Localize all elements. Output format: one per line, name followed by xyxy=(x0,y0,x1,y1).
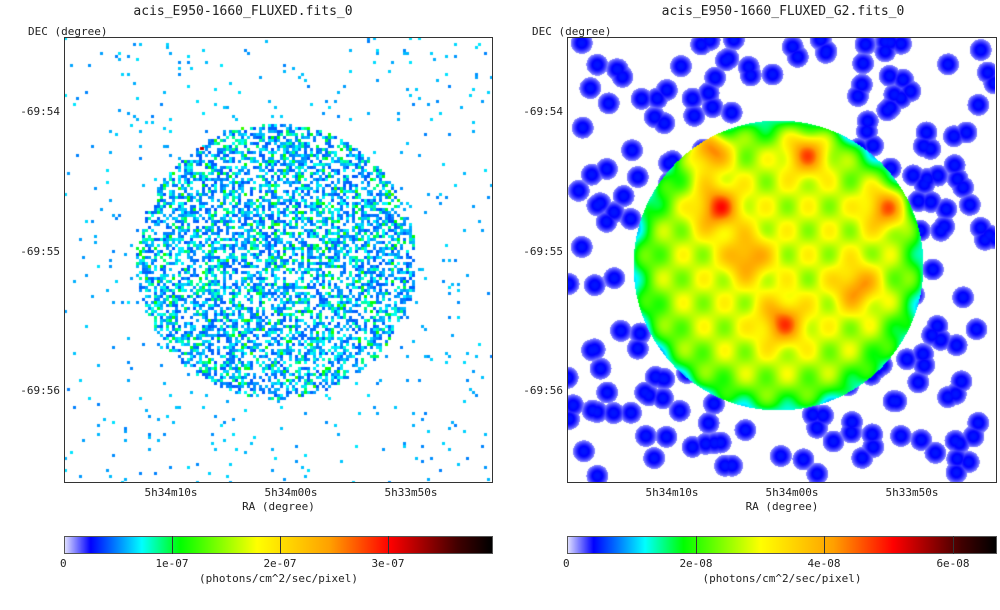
colorbar-tick: 4e-08 xyxy=(807,557,841,570)
image-canvas[interactable] xyxy=(567,37,995,482)
colorbar xyxy=(64,536,493,554)
colorbar-tick: 2e-07 xyxy=(263,557,297,570)
x-tick-label: 5h34m10s xyxy=(144,486,198,499)
x-tick-label: 5h33m50s xyxy=(885,486,939,499)
x-axis-label: RA (degree) xyxy=(745,500,819,513)
y-tick-label: -69:56 xyxy=(523,384,563,397)
image-title: acis_E950-1660_FLUXED_G2.fits_0 xyxy=(661,4,905,19)
colorbar-tick: 1e-07 xyxy=(155,557,189,570)
y-tick-label: -69:55 xyxy=(523,245,563,258)
colorbar-tick: 0 xyxy=(60,557,67,570)
y-tick-label: -69:54 xyxy=(20,105,60,118)
colorbar-tick: 6e-08 xyxy=(936,557,970,570)
x-tick-label: 5h34m00s xyxy=(264,486,318,499)
y-tick-label: -69:56 xyxy=(20,384,60,397)
colorbar xyxy=(567,536,997,554)
y-tick-label: -69:55 xyxy=(20,245,60,258)
x-tick-label: 5h33m50s xyxy=(384,486,438,499)
x-tick-label: 5h34m00s xyxy=(765,486,819,499)
plot-frame xyxy=(64,37,493,483)
plot-frame xyxy=(567,37,997,483)
x-tick-label: 5h34m10s xyxy=(645,486,699,499)
colorbar-label: (photons/cm^2/sec/pixel) xyxy=(702,572,862,585)
colorbar-label: (photons/cm^2/sec/pixel) xyxy=(199,572,358,585)
y-tick-label: -69:54 xyxy=(523,105,563,118)
colorbar-tick: 0 xyxy=(563,557,570,570)
y-axis-label: DEC (degree) xyxy=(28,25,108,38)
colorbar-tick: 2e-08 xyxy=(679,557,713,570)
y-axis-label: DEC (degree) xyxy=(532,25,612,38)
image-canvas[interactable] xyxy=(64,37,492,482)
image-title: acis_E950-1660_FLUXED.fits_0 xyxy=(133,4,353,19)
x-axis-label: RA (degree) xyxy=(242,500,315,513)
colorbar-tick: 3e-07 xyxy=(371,557,405,570)
